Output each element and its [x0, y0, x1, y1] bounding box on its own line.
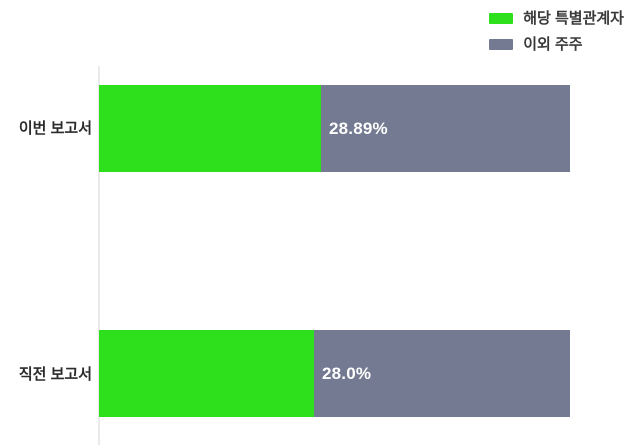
legend-swatch-secondary-icon: [489, 38, 514, 50]
bar-track-0: 28.89%: [99, 85, 570, 172]
bar-value-label-1: 28.0%: [322, 364, 372, 383]
y-axis-line: [98, 66, 100, 445]
legend-label-primary: 해당 특별관계자: [523, 9, 624, 27]
legend-item-primary[interactable]: 해당 특별관계자: [489, 8, 624, 28]
legend-swatch-primary-icon: [489, 12, 514, 24]
bar-track-1: 28.0%: [99, 330, 570, 417]
bar-segment-secondary-1[interactable]: 28.0%: [314, 330, 570, 417]
category-label-0: 이번 보고서: [18, 120, 92, 137]
category-label-1: 직전 보고서: [18, 366, 92, 383]
bar-row-0[interactable]: 28.89%: [99, 85, 570, 172]
chart-legend: 해당 특별관계자 이외 주주: [489, 8, 624, 54]
bar-segment-primary-0[interactable]: [99, 85, 321, 172]
legend-label-secondary: 이외 주주: [523, 35, 583, 53]
bar-row-1[interactable]: 28.0%: [99, 330, 570, 417]
bar-segment-secondary-0[interactable]: 28.89%: [321, 85, 570, 172]
bar-value-label-0: 28.89%: [329, 119, 388, 138]
bar-segment-primary-1[interactable]: [99, 330, 314, 417]
legend-item-secondary[interactable]: 이외 주주: [489, 34, 583, 54]
